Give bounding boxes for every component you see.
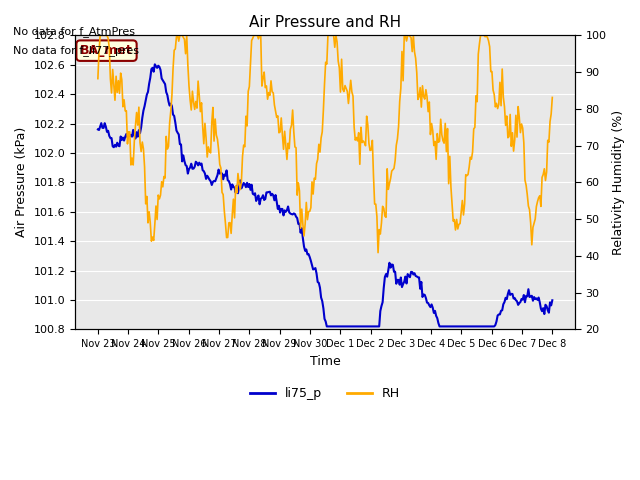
Line: RH: RH: [98, 36, 552, 252]
RH: [548, 95, 556, 100]
X-axis label: Time: Time: [310, 355, 340, 368]
Y-axis label: Air Pressure (kPa): Air Pressure (kPa): [15, 127, 28, 238]
RH: [424, 109, 432, 115]
li75_p: [94, 127, 102, 132]
li75_p: [323, 324, 331, 329]
li75_p: [275, 203, 283, 209]
li75_p: [548, 298, 556, 303]
RH: [96, 33, 104, 38]
Y-axis label: Relativity Humidity (%): Relativity Humidity (%): [612, 110, 625, 255]
li75_p: [243, 180, 251, 186]
Title: Air Pressure and RH: Air Pressure and RH: [249, 15, 401, 30]
li75_p: [151, 61, 159, 67]
RH: [150, 238, 157, 243]
RH: [94, 76, 102, 82]
Text: No data for f_li77_pres: No data for f_li77_pres: [13, 45, 139, 56]
Legend: li75_p, RH: li75_p, RH: [245, 383, 405, 406]
RH: [382, 215, 390, 220]
Text: No data for f_AtmPres: No data for f_AtmPres: [13, 25, 135, 36]
RH: [275, 130, 283, 136]
li75_p: [148, 65, 156, 71]
li75_p: [424, 300, 432, 306]
RH: [427, 132, 435, 137]
Line: li75_p: li75_p: [98, 64, 552, 326]
RH: [243, 123, 251, 129]
li75_p: [427, 304, 435, 310]
li75_p: [382, 271, 390, 277]
RH: [374, 250, 382, 255]
Text: BA_met: BA_met: [80, 44, 133, 57]
